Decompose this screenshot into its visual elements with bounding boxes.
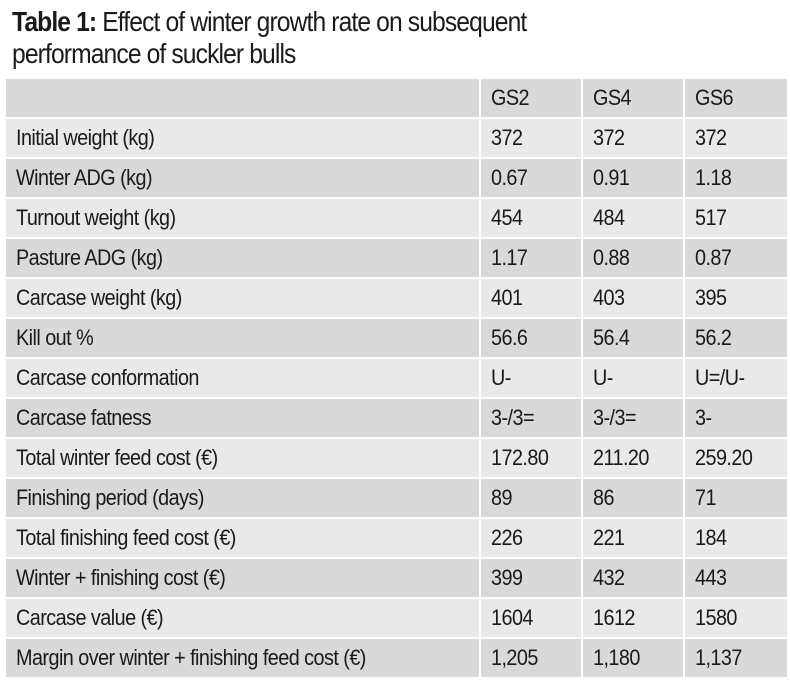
value-cell: 1.17 — [479, 237, 583, 279]
row-label-cell: Carcase fatness — [4, 397, 481, 439]
row-label-cell: Turnout weight (kg) — [4, 197, 481, 239]
value-cell: U- — [581, 357, 685, 399]
value-cell: 432 — [581, 557, 685, 599]
row-label-cell: Total finishing feed cost (€) — [4, 517, 481, 559]
value-cell: 372 — [479, 117, 583, 159]
value-cell: 56.2 — [683, 317, 789, 359]
title-text: Effect of winter growth rate on subseque… — [96, 6, 527, 37]
value-cell: U- — [479, 357, 583, 399]
value-cell: 1,180 — [581, 637, 685, 679]
value-cell: 1,205 — [479, 637, 583, 679]
table-row: Winter ADG (kg) 0.67 0.91 1.18 — [4, 157, 789, 199]
value-cell: 172.80 — [479, 437, 583, 479]
table-row: Pasture ADG (kg) 1.17 0.88 0.87 — [4, 237, 789, 279]
value-cell: 1,137 — [683, 637, 789, 679]
row-label-cell: Carcase weight (kg) — [4, 277, 481, 319]
table-row: Winter + finishing cost (€) 399 432 443 — [4, 557, 789, 599]
value-cell: 211.20 — [581, 437, 685, 479]
value-cell: 484 — [581, 197, 685, 239]
row-label-cell: Finishing period (days) — [4, 477, 481, 519]
value-cell: 3- — [683, 397, 789, 439]
table-row: Carcase fatness 3-/3= 3-/3= 3- — [4, 397, 789, 439]
table-row: Total finishing feed cost (€) 226 221 184 — [4, 517, 789, 559]
value-cell: 1.18 — [683, 157, 789, 199]
table-row: Turnout weight (kg) 454 484 517 — [4, 197, 789, 239]
value-cell: 372 — [581, 117, 685, 159]
value-cell: 1580 — [683, 597, 789, 639]
row-label-cell: Kill out % — [4, 317, 481, 359]
value-cell: 71 — [683, 477, 789, 519]
table-row: Margin over winter + finishing feed cost… — [4, 637, 789, 679]
header-cell: GS6 — [683, 77, 789, 119]
value-cell: 1612 — [581, 597, 685, 639]
value-cell: 56.6 — [479, 317, 583, 359]
row-label-cell: Carcase value (€) — [4, 597, 481, 639]
title-text-line2: performance of suckler bulls — [12, 38, 296, 69]
value-cell: 517 — [683, 197, 789, 239]
table-row: Total winter feed cost (€) 172.80 211.20 25… — [4, 437, 789, 479]
value-cell: 454 — [479, 197, 583, 239]
value-cell: 372 — [683, 117, 789, 159]
header-cell: GS2 — [479, 77, 583, 119]
value-cell: 395 — [683, 277, 789, 319]
value-cell: 403 — [581, 277, 685, 319]
table-row: Finishing period (days) 89 86 71 — [4, 477, 789, 519]
table-row: Initial weight (kg) 372 372 372 — [4, 117, 789, 159]
value-cell: 221 — [581, 517, 685, 559]
table-row: Kill out % 56.6 56.4 56.2 — [4, 317, 789, 359]
value-cell: 0.91 — [581, 157, 685, 199]
value-cell: 56.4 — [581, 317, 685, 359]
data-table: GS2 GS4 GS6 Initial weight (kg) 372 372 372… — [4, 77, 789, 679]
value-cell: 1604 — [479, 597, 583, 639]
value-cell: 0.87 — [683, 237, 789, 279]
value-cell: 3-/3= — [581, 397, 685, 439]
row-label-cell: Carcase conformation — [4, 357, 481, 399]
value-cell: 0.88 — [581, 237, 685, 279]
value-cell: 3-/3= — [479, 397, 583, 439]
row-label-cell: Winter ADG (kg) — [4, 157, 481, 199]
value-cell: 401 — [479, 277, 583, 319]
row-label-cell: Total winter feed cost (€) — [4, 437, 481, 479]
row-label-cell: Margin over winter + finishing feed cost… — [4, 637, 481, 679]
value-cell: 226 — [479, 517, 583, 559]
value-cell: 86 — [581, 477, 685, 519]
value-cell: 89 — [479, 477, 583, 519]
table-title: Table 1: Effect of winter growth rate on… — [12, 6, 698, 70]
table-row: Carcase conformation U- U- U=/U- — [4, 357, 789, 399]
row-label-cell: Winter + finishing cost (€) — [4, 557, 481, 599]
value-cell: U=/U- — [683, 357, 789, 399]
value-cell: 443 — [683, 557, 789, 599]
value-cell: 399 — [479, 557, 583, 599]
table-row: Carcase weight (kg) 401 403 395 — [4, 277, 789, 319]
row-label-cell: Pasture ADG (kg) — [4, 237, 481, 279]
table-row: Carcase value (€) 1604 1612 1580 — [4, 597, 789, 639]
header-row: GS2 GS4 GS6 — [4, 77, 789, 119]
header-cell: GS4 — [581, 77, 685, 119]
table-label: Table 1: — [12, 6, 97, 37]
value-cell: 0.67 — [479, 157, 583, 199]
row-label-cell: Initial weight (kg) — [4, 117, 481, 159]
value-cell: 184 — [683, 517, 789, 559]
value-cell: 259.20 — [683, 437, 789, 479]
header-cell — [4, 77, 481, 119]
